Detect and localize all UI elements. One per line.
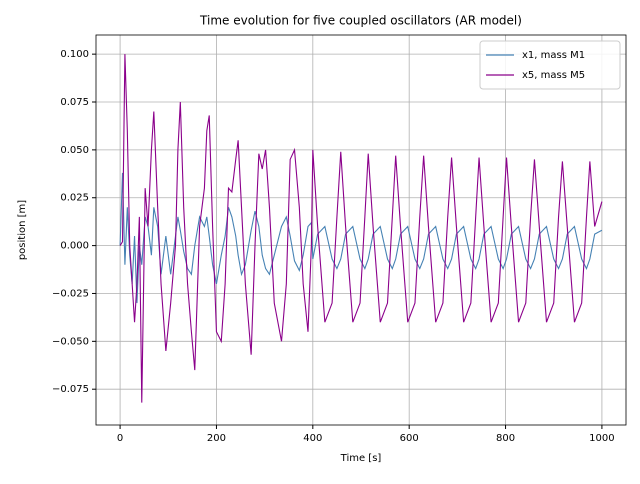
series-line bbox=[119, 54, 603, 403]
x-tick-label: 200 bbox=[207, 433, 226, 444]
x-axis-label: Time [s] bbox=[340, 453, 382, 464]
plot-frame bbox=[95, 34, 627, 426]
chart-title: Time evolution for five coupled oscillat… bbox=[199, 14, 522, 28]
y-tick-label: 0.000 bbox=[60, 241, 89, 252]
x-tick-label: 0 bbox=[117, 433, 123, 444]
legend-box bbox=[479, 40, 621, 90]
legend-label: x5, mass M5 bbox=[522, 70, 585, 81]
y-tick-label: 0.050 bbox=[60, 145, 89, 156]
y-tick-label: −0.050 bbox=[52, 336, 89, 347]
y-tick-label: −0.025 bbox=[52, 288, 89, 299]
y-tick-label: −0.075 bbox=[52, 384, 89, 395]
y-tick-label: 0.100 bbox=[60, 49, 89, 60]
y-axis-label: position [m] bbox=[17, 200, 28, 260]
x-tick-label: 400 bbox=[303, 433, 322, 444]
y-tick-label: 0.025 bbox=[60, 193, 89, 204]
x-tick-label: 600 bbox=[400, 433, 419, 444]
y-tick-label: 0.075 bbox=[60, 97, 89, 108]
legend-label: x1, mass M1 bbox=[522, 50, 585, 61]
x-tick-label: 800 bbox=[496, 433, 515, 444]
x-tick-label: 1000 bbox=[589, 433, 614, 444]
